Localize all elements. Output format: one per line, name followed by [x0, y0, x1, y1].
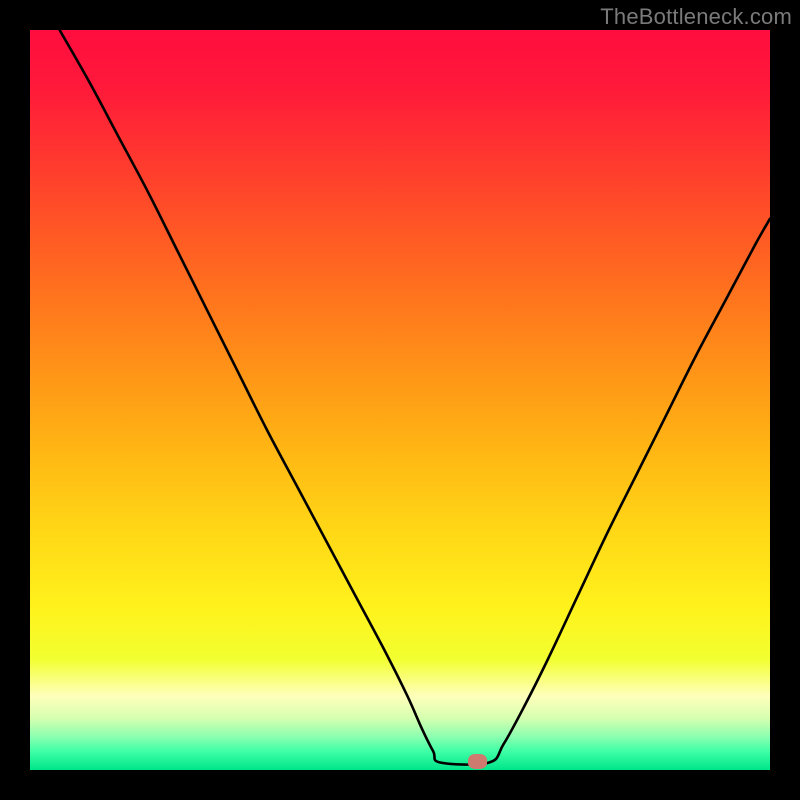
optimum-marker	[468, 754, 487, 769]
canvas: TheBottleneck.com	[0, 0, 800, 800]
gradient-background	[30, 30, 770, 770]
plot-area	[30, 30, 770, 770]
watermark-text: TheBottleneck.com	[600, 4, 792, 30]
chart-svg	[30, 30, 770, 770]
